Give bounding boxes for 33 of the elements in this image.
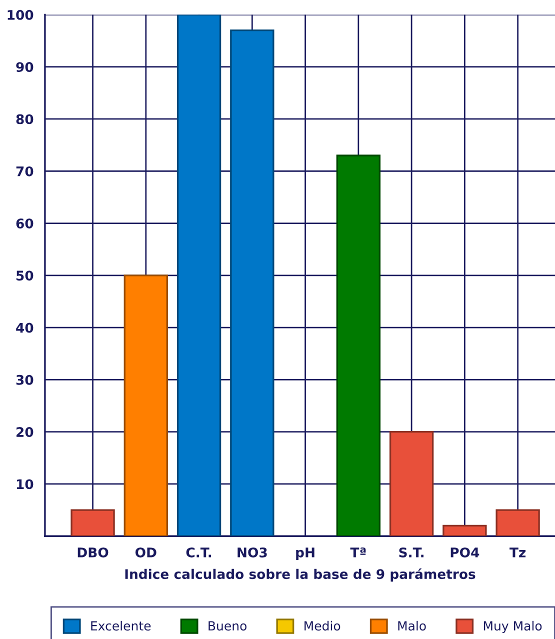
bar [442,524,487,536]
y-tick-label: 60 [16,218,34,228]
x-tick-label: DBO [78,547,108,558]
bar [389,431,434,536]
bar [124,274,168,536]
bar [336,154,381,536]
y-tick-label: 20 [16,427,34,438]
legend-label: Muy Malo [484,620,542,634]
x-tick-label: C.T. [186,547,212,558]
y-tick-label: 30 [16,374,34,385]
y-tick-label: 100 [8,10,34,20]
y-tick-label: 50 [16,270,34,281]
y-tick-label: 80 [16,114,34,124]
y-tick-label: 70 [16,166,34,176]
bar [230,30,274,536]
legend-label: Excelente [91,620,151,631]
bar [176,14,222,536]
x-tick-label: Tª [350,547,366,558]
x-tick-label: pH [296,548,314,560]
bar [70,509,115,536]
x-tick-label: NO3 [238,547,267,558]
y-tick-label: 40 [16,322,34,333]
y-tick-label: 90 [16,62,34,72]
legend-label: Malo [398,620,426,631]
x-tick-label: PO4 [450,547,480,558]
x-tick-label: S.T. [399,547,424,558]
legend-label: Bueno [208,621,246,631]
legend-label: Medio [304,620,340,631]
x-axis-title: Indice calculado sobre la base de 9 parámetros [125,568,476,582]
bar [496,509,540,536]
x-tick-label: Tz [510,548,526,558]
x-tick-label: OD [135,547,156,558]
y-tick-label: 10 [16,479,34,490]
